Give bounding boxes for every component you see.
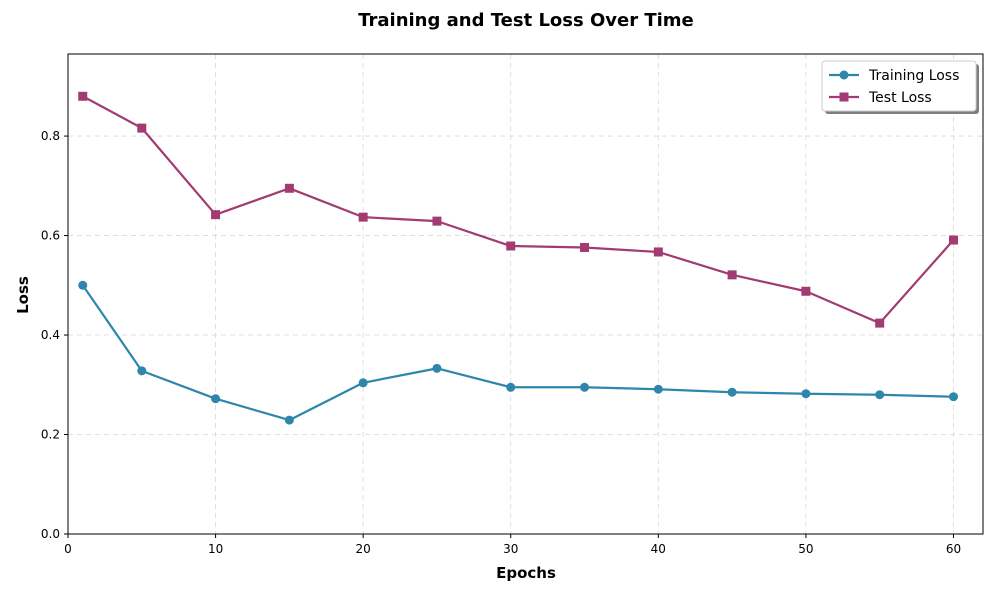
chart-title: Training and Test Loss Over Time xyxy=(358,10,694,31)
legend-item: Training Loss xyxy=(829,68,959,84)
data-point xyxy=(801,389,811,399)
legend-marker xyxy=(839,70,849,80)
data-point xyxy=(358,212,368,222)
legend-label: Test Loss xyxy=(868,90,932,106)
legend: Training Loss Test Loss xyxy=(821,60,979,114)
data-point xyxy=(801,286,811,296)
y-tick-label: 0.6 xyxy=(41,229,60,243)
data-point xyxy=(875,318,885,328)
data-point xyxy=(284,415,294,425)
data-point xyxy=(653,247,663,257)
x-axis-ticks: 0 10 20 30 40 50 60 xyxy=(64,534,961,556)
data-point xyxy=(432,363,442,373)
data-point xyxy=(506,382,516,392)
y-tick-label: 0.4 xyxy=(41,328,60,342)
series-0 xyxy=(78,280,958,425)
data-point xyxy=(875,390,885,400)
data-point xyxy=(653,384,663,394)
data-point xyxy=(727,387,737,397)
legend-label: Training Loss xyxy=(868,68,959,84)
y-axis-ticks: 0.0 0.2 0.4 0.6 0.8 xyxy=(41,129,68,541)
data-point xyxy=(137,123,147,133)
series-1 xyxy=(78,91,958,328)
data-point xyxy=(580,242,590,252)
x-tick-label: 0 xyxy=(64,542,72,556)
data-point xyxy=(948,235,958,245)
x-tick-label: 20 xyxy=(356,542,371,556)
data-point xyxy=(358,378,368,388)
x-tick-label: 50 xyxy=(798,542,813,556)
x-tick-label: 60 xyxy=(946,542,961,556)
grid xyxy=(67,54,983,535)
data-point xyxy=(211,210,221,220)
legend-box xyxy=(821,60,977,112)
legend-entries: Training Loss Test Loss xyxy=(829,68,959,106)
data-point xyxy=(432,216,442,226)
data-point xyxy=(211,394,221,404)
data-point xyxy=(284,183,294,193)
series-layer xyxy=(78,91,958,425)
x-tick-label: 10 xyxy=(208,542,223,556)
data-point xyxy=(580,382,590,392)
data-point xyxy=(506,241,516,251)
y-tick-label: 0.2 xyxy=(41,428,60,442)
legend-item: Test Loss xyxy=(829,90,932,106)
y-axis-label: Loss xyxy=(14,276,32,314)
data-point xyxy=(727,270,737,280)
data-point xyxy=(78,280,88,290)
plot-frame xyxy=(67,53,984,535)
y-tick-label: 0.8 xyxy=(41,129,60,143)
data-point xyxy=(948,392,958,402)
data-point xyxy=(78,91,88,101)
x-tick-label: 40 xyxy=(651,542,666,556)
series-line xyxy=(82,95,955,325)
x-axis-label: Epochs xyxy=(496,564,556,582)
data-point xyxy=(137,366,147,376)
y-tick-label: 0.0 xyxy=(41,527,60,541)
x-tick-label: 30 xyxy=(503,542,518,556)
legend-marker xyxy=(839,92,849,102)
